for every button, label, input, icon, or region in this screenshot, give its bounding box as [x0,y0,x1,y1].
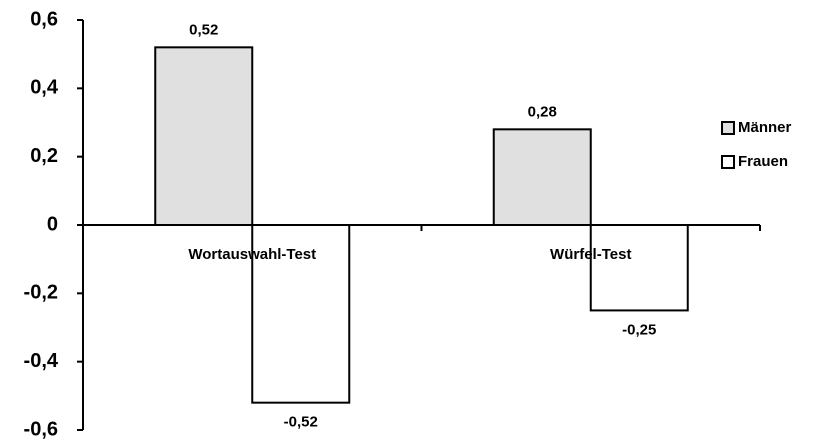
bar [589,224,689,312]
y-tick-label: -0,4 [24,350,59,372]
bar [154,46,254,227]
x-tick-label: Wortauswahl-Test [188,246,316,263]
legend-swatch [721,155,735,169]
y-tick-label: 0,6 [30,8,58,30]
value-label: 0,52 [189,21,218,38]
value-label: 0,28 [528,103,557,120]
y-tick-label: -0,2 [24,282,58,304]
value-label: -0,25 [622,321,656,338]
value-label: -0,52 [284,414,318,431]
x-tick-label: Würfel-Test [550,246,631,263]
legend-label: Frauen [738,153,788,170]
bar [492,128,592,226]
y-tick-label: 0 [47,213,58,235]
legend-swatch [721,121,735,135]
y-tick-label: 0,4 [30,77,59,99]
legend-label: Männer [738,119,792,136]
bar [251,224,351,404]
y-tick-label: 0,2 [30,145,58,167]
y-tick-label: -0,6 [24,418,58,440]
